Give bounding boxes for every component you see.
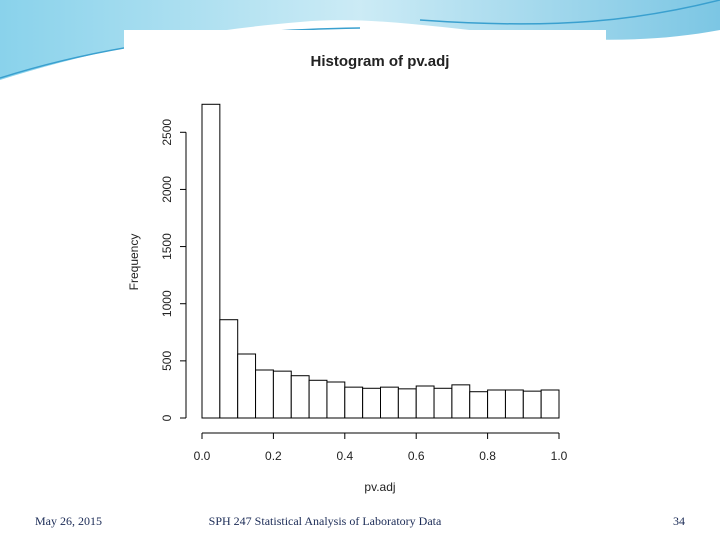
bar bbox=[433, 387, 453, 419]
header-swoosh bbox=[0, 0, 720, 80]
y-tick-label: 2000 bbox=[160, 176, 174, 203]
bar bbox=[380, 386, 399, 419]
bar bbox=[255, 369, 274, 419]
y-tick-label: 1500 bbox=[160, 233, 174, 260]
x-tick-label: 0.8 bbox=[479, 449, 496, 463]
bar bbox=[201, 103, 221, 419]
bar bbox=[469, 391, 489, 419]
y-tick-label: 1000 bbox=[160, 290, 174, 317]
plot-image bbox=[124, 30, 606, 512]
y-axis-label: Frequency bbox=[127, 234, 141, 291]
footer-course: SPH 247 Statistical Analysis of Laborato… bbox=[209, 514, 442, 528]
bar bbox=[308, 379, 328, 419]
bar bbox=[219, 319, 239, 419]
bar bbox=[397, 388, 417, 419]
bar bbox=[415, 385, 435, 419]
y-tick-label: 0 bbox=[160, 414, 174, 421]
x-tick-label: 0.6 bbox=[408, 449, 425, 463]
x-tick-label: 1.0 bbox=[551, 449, 568, 463]
bar bbox=[237, 353, 257, 419]
x-tick-label: 0.4 bbox=[336, 449, 353, 463]
footer-date: May 26, 2015 bbox=[35, 514, 102, 528]
x-tick-label: 0.0 bbox=[194, 449, 211, 463]
bar bbox=[451, 384, 471, 419]
chart-title: Histogram of pv.adj bbox=[311, 53, 450, 70]
y-tick-label: 2500 bbox=[160, 119, 174, 146]
x-tick-label: 0.2 bbox=[265, 449, 282, 463]
bar bbox=[344, 386, 364, 419]
bar bbox=[290, 375, 310, 419]
bar bbox=[504, 389, 524, 419]
x-axis-label: pv.adj bbox=[364, 480, 395, 494]
bar bbox=[540, 389, 560, 419]
bar bbox=[326, 381, 346, 419]
bar bbox=[272, 370, 292, 419]
bar bbox=[362, 387, 381, 419]
bar bbox=[522, 390, 542, 419]
footer-page: 34 bbox=[673, 514, 685, 528]
bar bbox=[487, 389, 506, 419]
y-tick-label: 500 bbox=[160, 351, 174, 371]
